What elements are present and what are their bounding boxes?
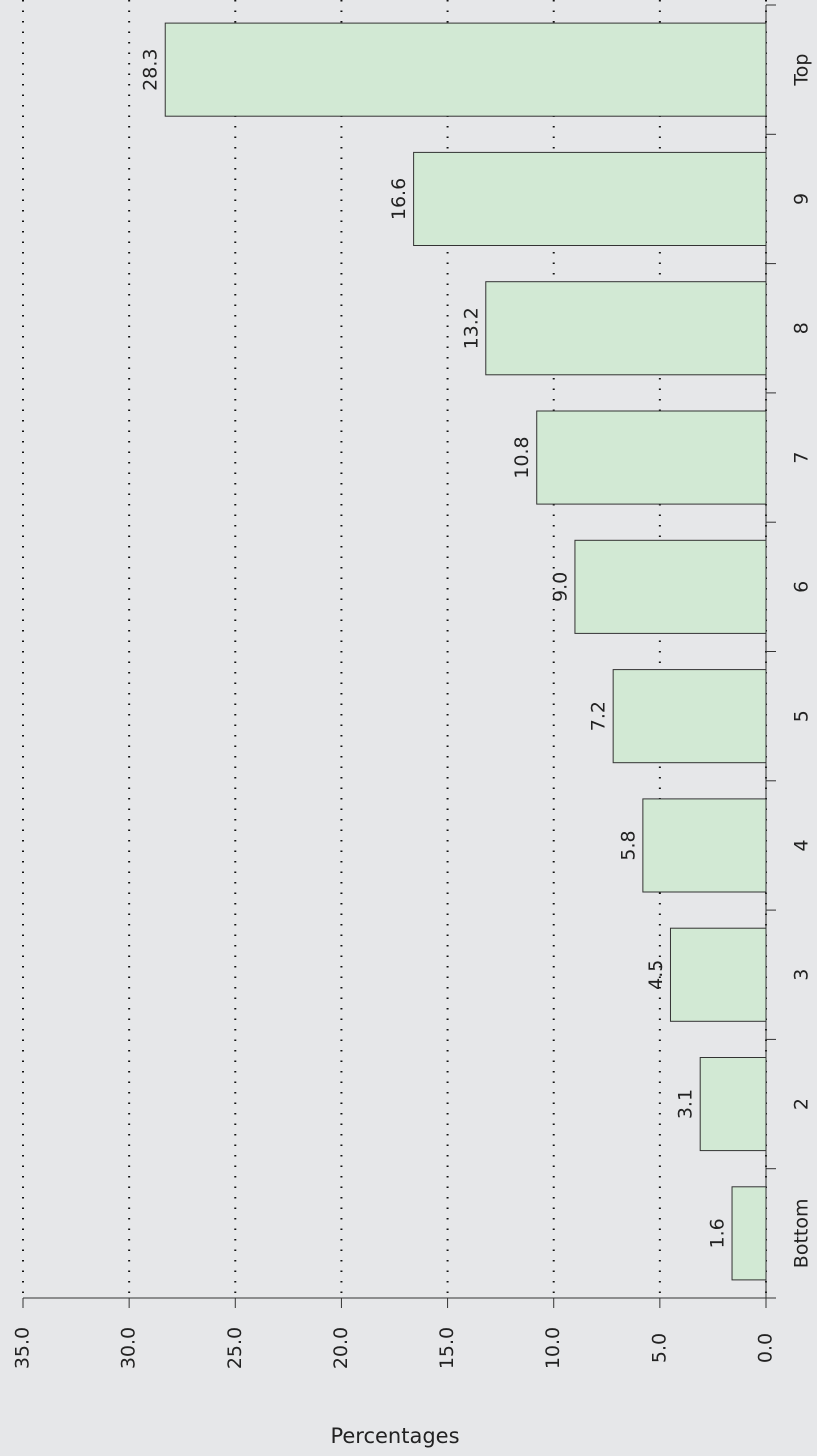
bar <box>485 281 767 376</box>
bar <box>731 1186 767 1281</box>
bar <box>642 798 767 893</box>
value-label: 9.0 <box>549 572 571 602</box>
value-label: 3.1 <box>675 1089 697 1119</box>
x-tick-label: 0.0 <box>755 1333 777 1363</box>
x-tick-label: 25.0 <box>224 1327 246 1369</box>
x-tick-label: 15.0 <box>436 1327 458 1369</box>
y-tick-label: 6 <box>791 581 813 593</box>
y-tick-label: Top <box>791 54 813 87</box>
value-label: 7.2 <box>588 701 610 731</box>
x-axis-label: Percentages <box>330 1424 459 1448</box>
y-tick-label: Bottom <box>791 1198 813 1268</box>
x-tick-label: 20.0 <box>330 1327 352 1369</box>
bar <box>669 927 767 1022</box>
value-label: 4.5 <box>645 960 667 990</box>
bar <box>574 539 767 634</box>
value-label: 13.2 <box>460 307 482 349</box>
bar <box>164 22 767 117</box>
y-tick-label: 7 <box>791 452 813 464</box>
value-label: 5.8 <box>617 830 639 860</box>
bar <box>612 669 767 764</box>
x-tick-label: 35.0 <box>12 1327 34 1369</box>
y-tick-label: 3 <box>791 969 813 981</box>
y-tick-label: 2 <box>791 1098 813 1110</box>
y-tick-label: 9 <box>791 193 813 205</box>
bar <box>413 151 767 246</box>
value-label: 1.6 <box>707 1218 729 1248</box>
bar <box>699 1057 767 1152</box>
x-tick-label: 30.0 <box>118 1327 140 1369</box>
y-tick-label: 4 <box>791 839 813 851</box>
x-tick-label: 10.0 <box>542 1327 564 1369</box>
value-label: 28.3 <box>140 48 162 90</box>
value-label: 10.8 <box>511 436 533 478</box>
y-tick-label: 8 <box>791 322 813 334</box>
value-label: 16.6 <box>388 178 410 220</box>
bar <box>536 410 767 505</box>
y-tick-label: 5 <box>791 710 813 722</box>
x-tick-label: 5.0 <box>648 1333 670 1363</box>
